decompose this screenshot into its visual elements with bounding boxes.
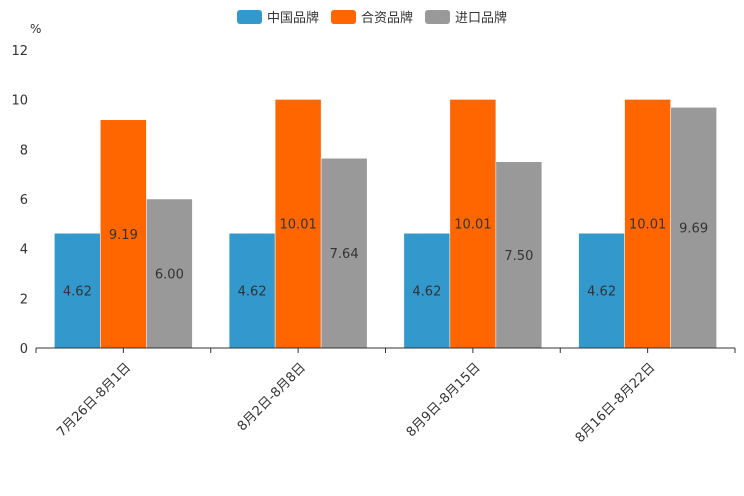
y-tick-label-1: 2	[20, 292, 28, 307]
bar-2-2	[495, 161, 543, 349]
legend-item-china[interactable]: 中国品牌	[236, 7, 319, 26]
legend-label-china: 中国品牌	[266, 11, 319, 26]
data-label-1-2: 10.01	[454, 218, 491, 233]
legend-item-imported[interactable]: 进口品牌	[425, 7, 507, 26]
legend-swatch-imported	[425, 9, 450, 24]
y-axis-unit: %	[30, 22, 42, 36]
x-tick-label-1: 8月2日-8月8日	[235, 360, 309, 434]
data-label-0-1: 4.62	[238, 285, 267, 300]
bar-1-0	[100, 119, 147, 349]
data-label-0-2: 4.62	[412, 285, 441, 300]
y-tick-label-6: 12	[11, 44, 28, 59]
y-tick-label-5: 10	[11, 94, 28, 109]
bar-0-1	[228, 233, 276, 349]
bar-0-2	[403, 233, 451, 349]
bar-2-3	[670, 107, 717, 349]
x-tick-label-0: 7月26日-8月1日	[54, 360, 134, 440]
data-label-2-2: 7.50	[504, 249, 533, 264]
x-tick-label-2: 8月9日-8月15日	[404, 360, 484, 440]
y-tick-label-4: 8	[20, 143, 28, 158]
data-label-2-0: 6.00	[155, 268, 184, 283]
data-label-0-0: 4.62	[63, 285, 92, 300]
y-tick-label-0: 0	[20, 342, 28, 357]
data-label-1-3: 10.01	[629, 218, 666, 233]
legend-label-imported: 进口品牌	[455, 11, 508, 26]
data-label-2-3: 9.69	[679, 222, 708, 237]
bar-2-0	[146, 198, 193, 349]
x-tick-label-3: 8月16日-8月22日	[573, 360, 659, 446]
legend-item-joint-venture[interactable]: 合资品牌	[330, 7, 413, 26]
bar-2-1	[320, 158, 368, 349]
y-tick-label-3: 6	[20, 193, 28, 208]
data-label-1-1: 10.01	[280, 218, 317, 233]
y-tick-label-2: 4	[20, 243, 28, 258]
bar-0-3	[578, 233, 625, 349]
legend-swatch-joint-venture	[330, 9, 356, 24]
data-label-1-0: 9.19	[109, 228, 138, 243]
bar-1-1	[274, 99, 322, 349]
legend: 中国品牌 合资品牌 进口品牌	[0, 7, 744, 26]
legend-swatch-china	[236, 9, 262, 24]
data-label-0-3: 4.62	[587, 285, 616, 300]
data-label-2-1: 7.64	[330, 247, 359, 262]
legend-label-joint-venture: 合资品牌	[360, 11, 413, 26]
